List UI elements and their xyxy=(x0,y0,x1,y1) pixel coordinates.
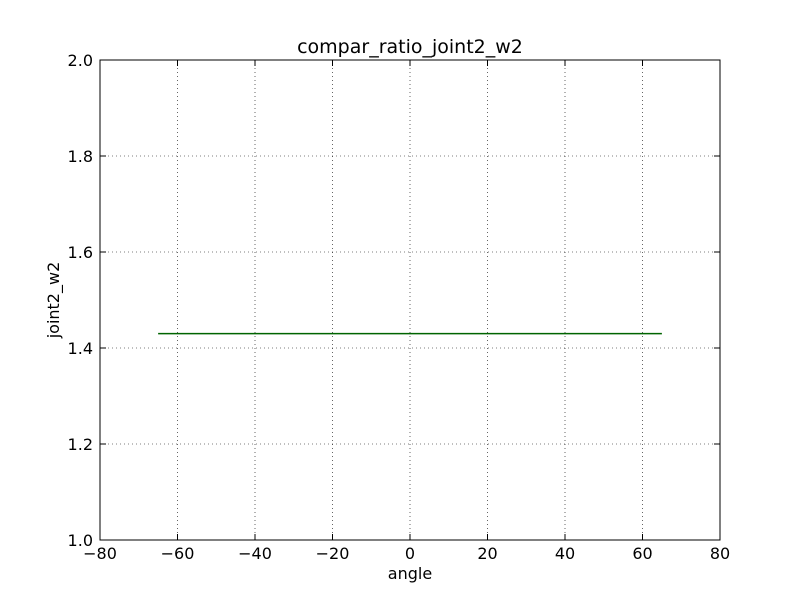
x-tick-label: 20 xyxy=(477,544,497,563)
y-tick-label: 1.8 xyxy=(68,147,93,166)
x-axis-label: angle xyxy=(388,564,432,583)
x-tick-label: 40 xyxy=(555,544,575,563)
x-tick-label: 60 xyxy=(632,544,652,563)
tick-labels: −80 −60 −40 −20 0 20 40 60 80 1.0 1.2 1.4 1.6 1.8 2.0 xyxy=(68,51,731,563)
y-tick-label: 1.4 xyxy=(68,339,93,358)
x-tick-label: −60 xyxy=(161,544,195,563)
y-axis-label: joint2_w2 xyxy=(44,262,64,340)
ticks xyxy=(99,59,721,541)
x-tick-label: −40 xyxy=(238,544,272,563)
x-tick-label: 80 xyxy=(710,544,730,563)
x-tick-label: 0 xyxy=(405,544,415,563)
y-tick-label: 1.2 xyxy=(68,435,93,454)
x-tick-label: −80 xyxy=(83,544,117,563)
grid xyxy=(100,60,720,540)
y-tick-label: 1.0 xyxy=(68,531,93,550)
x-tick-label: −20 xyxy=(316,544,350,563)
y-tick-label: 2.0 xyxy=(68,51,93,70)
y-tick-label: 1.6 xyxy=(68,243,93,262)
chart-title: compar_ratio_joint2_w2 xyxy=(297,36,523,58)
